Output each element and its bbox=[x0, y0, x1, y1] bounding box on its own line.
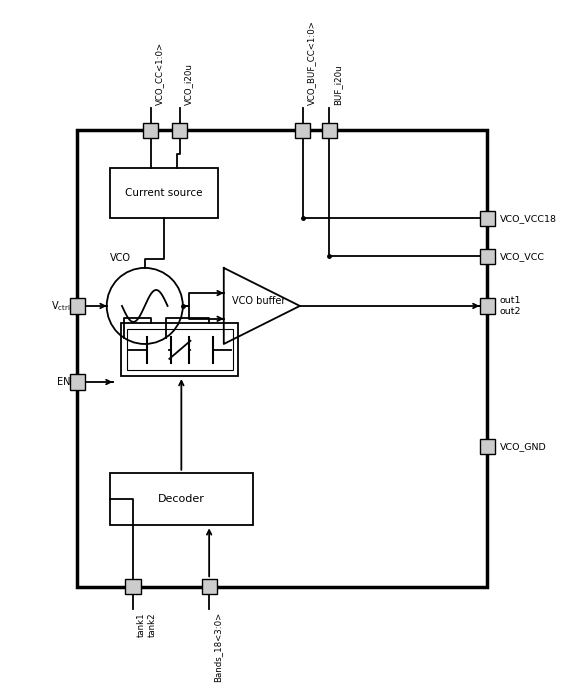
Bar bbox=[127, 329, 232, 370]
Bar bbox=[143, 122, 158, 138]
Text: Bands_18<3:0>: Bands_18<3:0> bbox=[213, 612, 222, 682]
Bar bbox=[70, 298, 85, 314]
Bar bbox=[202, 579, 217, 594]
Text: VCO: VCO bbox=[109, 253, 131, 263]
Bar bbox=[70, 374, 85, 390]
Bar bbox=[121, 323, 238, 376]
Text: VCO buffer: VCO buffer bbox=[232, 296, 286, 307]
Bar bbox=[125, 579, 141, 594]
Text: tank1
tank2: tank1 tank2 bbox=[137, 612, 156, 636]
Text: BUF_i20u: BUF_i20u bbox=[333, 64, 342, 105]
Bar bbox=[78, 130, 487, 587]
Text: EN: EN bbox=[57, 377, 71, 387]
Text: Decoder: Decoder bbox=[158, 494, 205, 504]
Bar bbox=[322, 122, 337, 138]
Bar bbox=[109, 473, 253, 526]
Bar bbox=[172, 122, 188, 138]
Text: Current source: Current source bbox=[125, 188, 202, 198]
Text: out1
out2: out1 out2 bbox=[500, 296, 522, 316]
Bar bbox=[480, 439, 495, 454]
Bar bbox=[295, 122, 310, 138]
Text: VCO_CC<1:0>: VCO_CC<1:0> bbox=[155, 42, 163, 105]
Bar bbox=[109, 169, 218, 218]
Text: VCO_GND: VCO_GND bbox=[500, 442, 547, 451]
Text: VCO_VCC18: VCO_VCC18 bbox=[500, 214, 557, 223]
Bar bbox=[480, 211, 495, 226]
Bar bbox=[480, 298, 495, 314]
Text: VCO_BUF_CC<1:0>: VCO_BUF_CC<1:0> bbox=[307, 20, 316, 105]
Bar bbox=[480, 248, 495, 264]
Text: V$_{\mathregular{ctrl}}$: V$_{\mathregular{ctrl}}$ bbox=[51, 299, 71, 313]
Text: VCO_VCC: VCO_VCC bbox=[500, 252, 545, 260]
Text: VCO_i20u: VCO_i20u bbox=[184, 63, 193, 105]
